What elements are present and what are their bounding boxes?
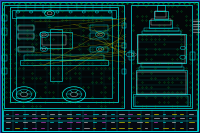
Bar [138, 35, 185, 63]
Bar [129, 51, 134, 60]
Bar [144, 28, 179, 31]
Bar [137, 72, 186, 94]
Bar [2, 55, 7, 61]
Bar [142, 31, 181, 34]
Bar [40, 32, 72, 48]
Bar [151, 19, 171, 25]
Bar [122, 23, 126, 28]
Bar [16, 11, 112, 17]
Bar [135, 96, 188, 106]
Bar [4, 5, 124, 108]
Bar [42, 35, 66, 45]
Bar [90, 47, 108, 52]
Bar [131, 5, 192, 108]
Bar [16, 17, 112, 98]
Bar [155, 11, 166, 17]
Bar [2, 68, 7, 74]
Bar [18, 47, 34, 51]
Bar [18, 47, 34, 52]
Bar [18, 25, 34, 31]
Bar [122, 69, 126, 74]
Bar [149, 20, 172, 28]
Bar [190, 52, 195, 60]
Bar [20, 60, 108, 65]
Bar [2, 15, 7, 21]
Bar [157, 5, 165, 11]
Bar [2, 28, 7, 35]
Bar [24, 55, 104, 60]
Bar [136, 70, 187, 94]
Bar [133, 94, 190, 106]
Bar [90, 25, 108, 31]
Bar [10, 7, 118, 102]
Bar [137, 34, 186, 63]
Bar [154, 11, 168, 19]
Bar [139, 66, 184, 70]
Bar [141, 63, 182, 66]
Bar [18, 26, 34, 30]
Bar [122, 43, 126, 48]
Bar [18, 33, 34, 39]
Bar [12, 10, 116, 18]
Bar [3, 110, 197, 131]
Bar [90, 33, 108, 39]
Bar [18, 34, 34, 38]
Bar [50, 29, 62, 81]
